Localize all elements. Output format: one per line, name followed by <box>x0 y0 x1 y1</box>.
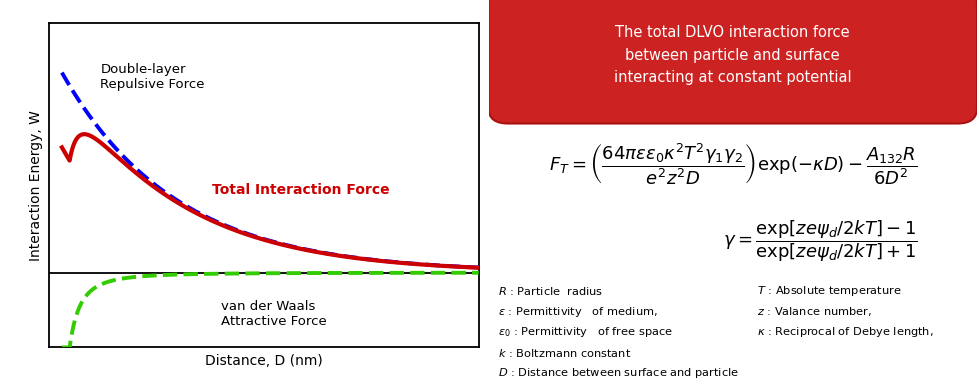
Text: Total Interaction Force: Total Interaction Force <box>212 183 390 197</box>
FancyBboxPatch shape <box>488 0 977 124</box>
Text: $k$ : Boltzmann constant: $k$ : Boltzmann constant <box>498 347 631 359</box>
Text: $R$ : Particle  radius: $R$ : Particle radius <box>498 285 604 298</box>
Text: $\gamma = \dfrac{\mathrm{exp}[ze\psi_d/2kT]-1}{\mathrm{exp}[ze\psi_d/2kT]+1}$: $\gamma = \dfrac{\mathrm{exp}[ze\psi_d/2… <box>723 218 918 264</box>
Text: The total DLVO interaction force
between particle and surface
interacting at con: The total DLVO interaction force between… <box>614 25 852 85</box>
Text: Double-layer
Repulsive Force: Double-layer Repulsive Force <box>101 63 205 91</box>
Text: van der Waals
Attractive Force: van der Waals Attractive Force <box>221 300 326 328</box>
Text: $z$ : Valance number,: $z$ : Valance number, <box>757 305 872 318</box>
Text: $\varepsilon_0$ : Permittivity   of free space: $\varepsilon_0$ : Permittivity of free s… <box>498 325 673 339</box>
Text: $T$ : Absolute temperature: $T$ : Absolute temperature <box>757 284 902 298</box>
X-axis label: Distance, D (nm): Distance, D (nm) <box>205 354 322 368</box>
Text: $\varepsilon$ : Permittivity   of medium,: $\varepsilon$ : Permittivity of medium, <box>498 305 658 319</box>
Y-axis label: Interaction Energy, W: Interaction Energy, W <box>29 110 43 261</box>
Text: $F_T = \left(\dfrac{64\pi\varepsilon\varepsilon_0\kappa^2 T^2 \gamma_1\gamma_2}{: $F_T = \left(\dfrac{64\pi\varepsilon\var… <box>548 141 917 187</box>
Text: $D$ : Distance between surface and particle: $D$ : Distance between surface and parti… <box>498 366 740 380</box>
Text: $\kappa$ : Reciprocal of Debye length,: $\kappa$ : Reciprocal of Debye length, <box>757 325 934 339</box>
